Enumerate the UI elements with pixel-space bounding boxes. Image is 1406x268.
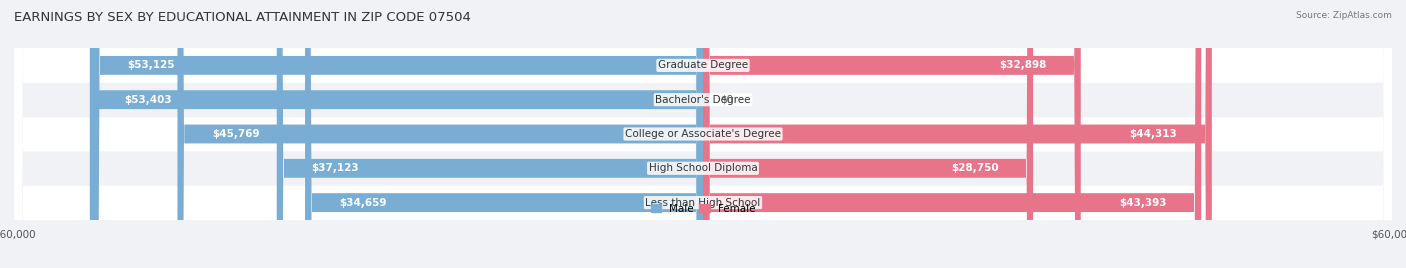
- FancyBboxPatch shape: [14, 0, 1392, 268]
- Text: $28,750: $28,750: [950, 163, 998, 173]
- FancyBboxPatch shape: [90, 0, 703, 268]
- Text: College or Associate's Degree: College or Associate's Degree: [626, 129, 780, 139]
- Text: Less than High School: Less than High School: [645, 198, 761, 208]
- FancyBboxPatch shape: [14, 0, 1392, 268]
- Text: Bachelor's Degree: Bachelor's Degree: [655, 95, 751, 105]
- FancyBboxPatch shape: [177, 0, 703, 268]
- Text: High School Diploma: High School Diploma: [648, 163, 758, 173]
- Text: $32,898: $32,898: [998, 60, 1046, 70]
- Legend: Male, Female: Male, Female: [647, 200, 759, 218]
- Text: $37,123: $37,123: [311, 163, 359, 173]
- Text: EARNINGS BY SEX BY EDUCATIONAL ATTAINMENT IN ZIP CODE 07504: EARNINGS BY SEX BY EDUCATIONAL ATTAINMEN…: [14, 11, 471, 24]
- Text: $34,659: $34,659: [339, 198, 387, 208]
- Text: $53,403: $53,403: [124, 95, 172, 105]
- Text: $44,313: $44,313: [1129, 129, 1177, 139]
- FancyBboxPatch shape: [703, 0, 1212, 268]
- FancyBboxPatch shape: [305, 0, 703, 268]
- FancyBboxPatch shape: [703, 0, 1081, 268]
- Text: Source: ZipAtlas.com: Source: ZipAtlas.com: [1296, 11, 1392, 20]
- Text: $45,769: $45,769: [212, 129, 260, 139]
- Text: Graduate Degree: Graduate Degree: [658, 60, 748, 70]
- FancyBboxPatch shape: [14, 0, 1392, 268]
- Text: $43,393: $43,393: [1119, 198, 1167, 208]
- FancyBboxPatch shape: [14, 0, 1392, 268]
- Text: $53,125: $53,125: [128, 60, 174, 70]
- Text: $0: $0: [720, 95, 734, 105]
- FancyBboxPatch shape: [277, 0, 703, 268]
- FancyBboxPatch shape: [93, 0, 703, 268]
- FancyBboxPatch shape: [703, 0, 1033, 268]
- FancyBboxPatch shape: [703, 0, 1201, 268]
- FancyBboxPatch shape: [14, 0, 1392, 268]
